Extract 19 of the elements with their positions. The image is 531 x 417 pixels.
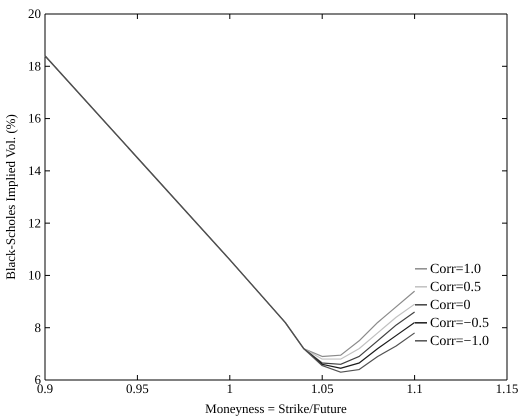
y-tick-label: 12 [28,215,41,230]
x-tick-label: 1 [226,381,234,396]
y-axis-title: Black-Scholes Implied Vol. (%) [3,114,18,280]
y-tick-label: 20 [28,6,41,22]
x-tick-label: 1.05 [310,381,334,396]
y-tick-label: 10 [28,268,41,283]
x-axis-title: Moneyness = Strike/Future [205,401,348,416]
y-tick-label: 18 [28,58,41,74]
legend-label: Corr=−0.5 [430,316,489,331]
x-tick-label: 1.15 [496,381,518,396]
legend-label: Corr=0 [430,298,471,313]
x-tick-label: 0.95 [126,381,149,396]
legend-label: Corr=1.0 [430,262,482,277]
y-tick-label: 16 [28,110,42,126]
legend-label: Corr=−1.0 [430,334,489,349]
legend-label: Corr=0.5 [430,280,482,295]
y-tick-label: 8 [34,320,41,335]
x-tick-label: 1.1 [406,381,423,396]
y-tick-label: 14 [28,163,42,178]
